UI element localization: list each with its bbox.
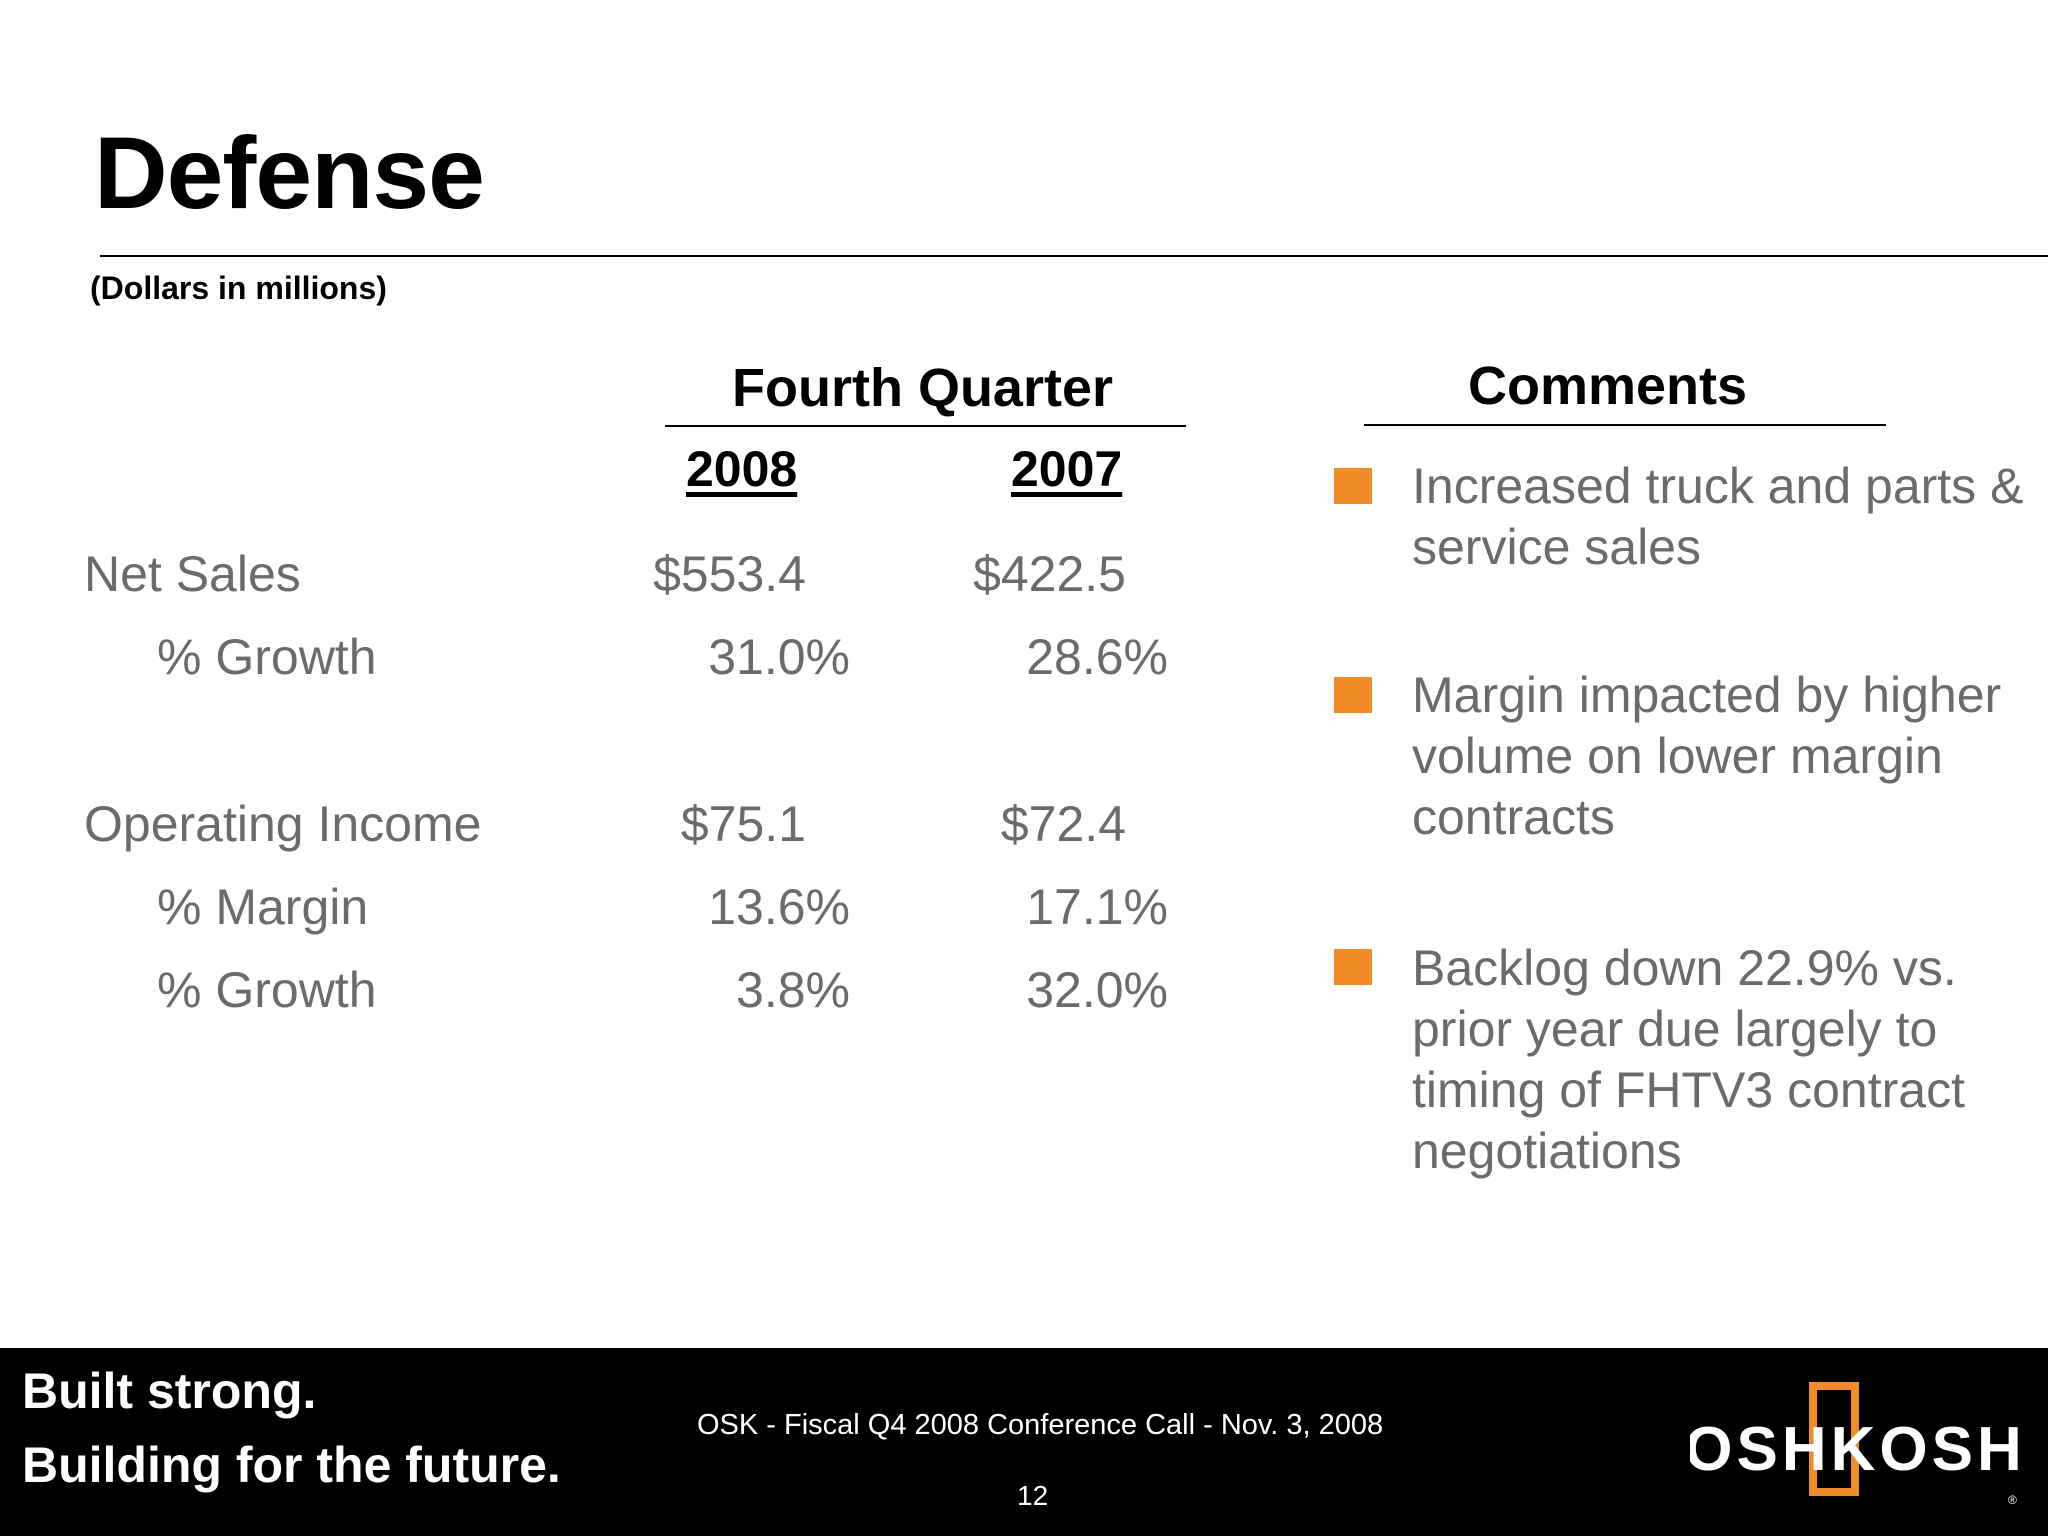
comment-item: Margin impacted by higher volume on lowe… [1412,667,2002,845]
bullet-square-icon [1334,677,1372,713]
cell-net-sales-2007: $422.5 [973,546,1126,602]
comments-heading: Comments [1468,356,1748,416]
footer-tagline-line2: Building for the future. [22,1437,561,1493]
row-label-operating-income: Operating Income [84,796,482,852]
logo-wordmark: OSHKOSH [1690,1415,2020,1484]
footer-bar [0,1348,2048,1536]
cell-sales-growth-2008: 31.0% [708,629,850,685]
cell-net-sales-2008: $553.4 [653,546,806,602]
cell-margin-2007: 17.1% [1026,879,1168,935]
table-heading-divider [665,425,1186,427]
svg-text:®: ® [2008,1493,2017,1507]
slide-subtitle: (Dollars in millions) [90,270,387,306]
footer-tagline-line1: Built strong. [22,1363,317,1419]
table-heading: Fourth Quarter [732,358,1114,418]
row-label-income-growth: % Growth [157,962,377,1018]
bullet-square-icon [1334,949,1372,985]
cell-margin-2008: 13.6% [708,879,850,935]
comment-item: Backlog down 22.9% vs. prior year due la… [1412,940,1965,1179]
oshkosh-logo: OSHKOSH ® [1690,1382,2020,1507]
column-header-2007: 2007 [1011,441,1123,497]
cell-sales-growth-2007: 28.6% [1026,629,1168,685]
comments-heading-divider [1364,424,1886,426]
cell-income-growth-2007: 32.0% [1026,962,1168,1018]
bullet-square-icon [1334,468,1372,504]
cell-operating-income-2007: $72.4 [1000,796,1126,852]
column-header-2008: 2008 [686,441,798,497]
footer-caption: OSK - Fiscal Q4 2008 Conference Call - N… [697,1409,1384,1441]
cell-income-growth-2008: 3.8% [736,962,850,1018]
row-label-sales-growth: % Growth [157,629,377,685]
title-divider [100,255,2048,257]
row-label-margin: % Margin [157,879,369,935]
cell-operating-income-2008: $75.1 [680,796,806,852]
comment-item: Increased truck and parts & service sale… [1412,458,2024,575]
page-number: 12 [1017,1480,1049,1511]
row-label-net-sales: Net Sales [84,546,301,602]
slide-title: Defense [94,116,485,230]
